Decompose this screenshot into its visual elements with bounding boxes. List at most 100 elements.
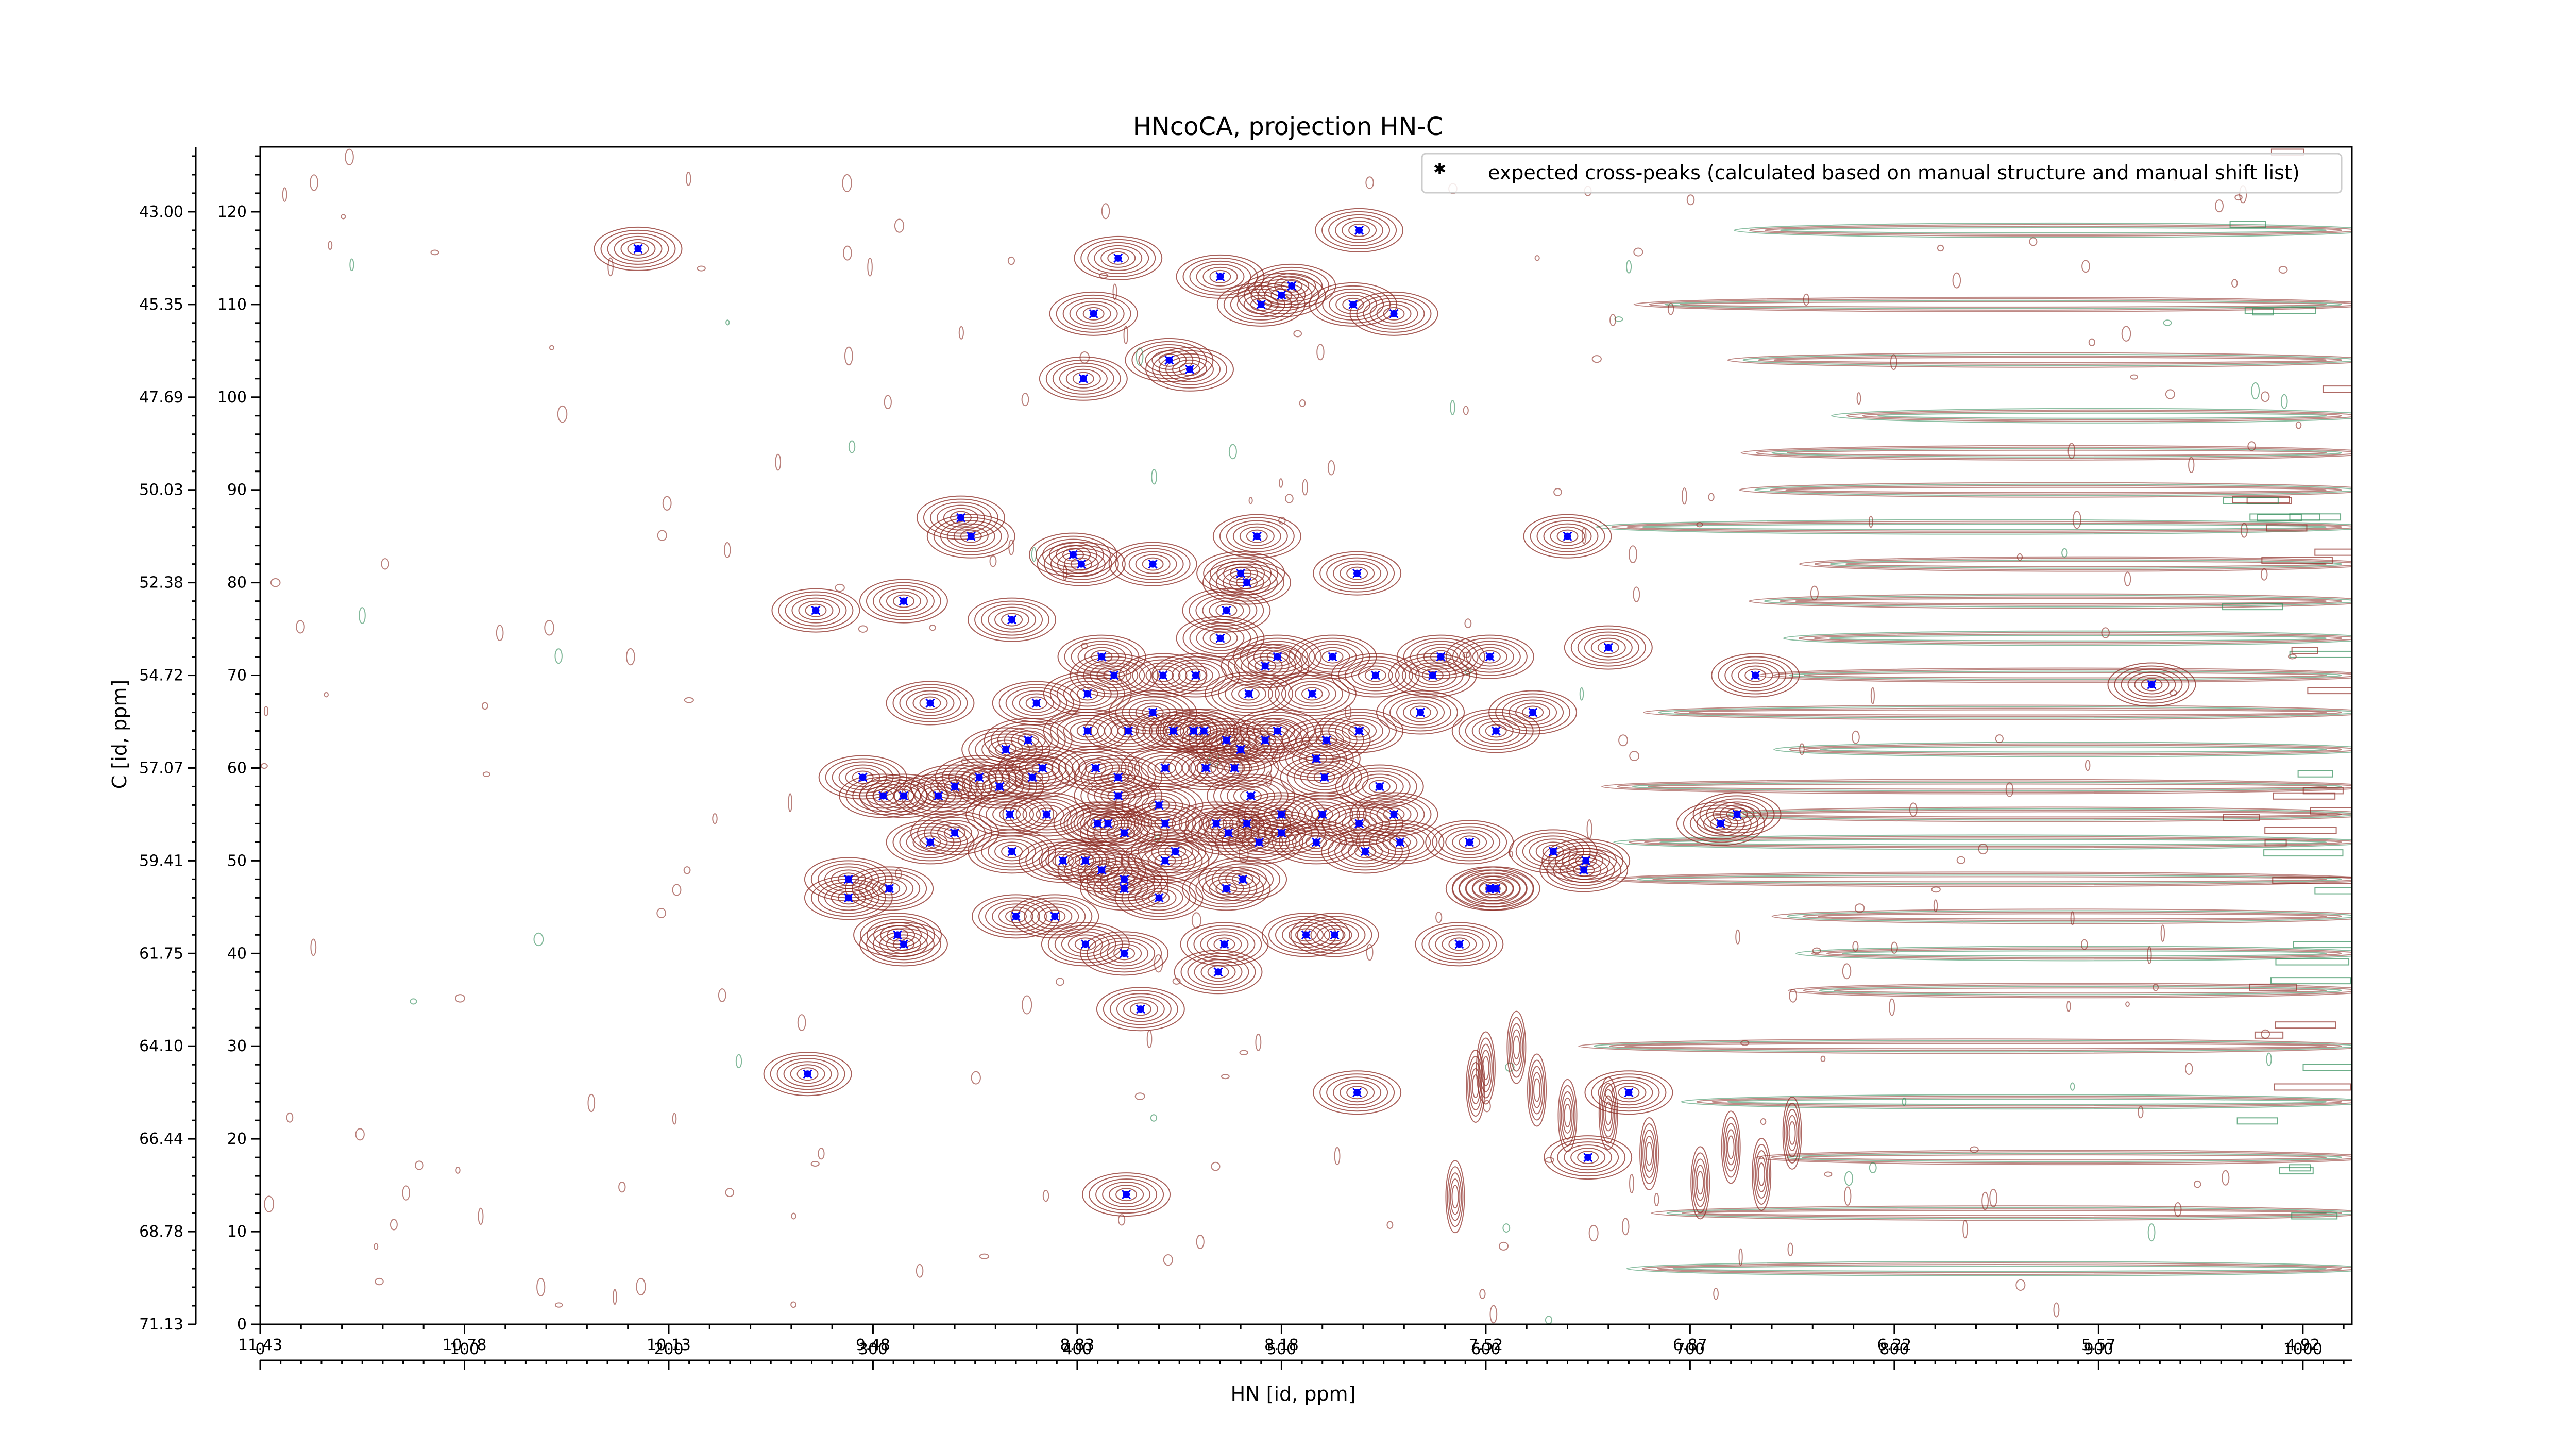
legend: ✱ expected cross-peaks (calculated based… [1421, 153, 2343, 194]
peak-contour [1289, 925, 1324, 945]
cross-peak [1201, 763, 1211, 773]
noise-speck [1760, 1118, 1767, 1125]
peak-contour [1039, 356, 1128, 401]
peak-contour [1147, 814, 1183, 834]
peak-contour [1118, 653, 1208, 698]
peak-contour [1043, 545, 1119, 583]
peak-contour [1116, 996, 1165, 1022]
peak-contour [1129, 1002, 1151, 1016]
peak-contour [1074, 937, 1096, 951]
chart-title: HNcoCA, projection HN-C [1133, 112, 1443, 141]
peak-contour [1219, 517, 1295, 555]
x-tick-label: 300 [858, 1340, 888, 1358]
cross-peak [1311, 754, 1321, 764]
peak-contour [991, 903, 1040, 930]
peak-contour [1070, 721, 1105, 741]
peak-contour [2141, 678, 2163, 692]
edge-contour [2257, 514, 2302, 521]
noise-speck [2084, 760, 2091, 771]
noise-speck [1334, 1147, 1341, 1166]
cross-peak [858, 772, 868, 782]
peak-contour [1388, 653, 1477, 698]
peak-contour [1584, 634, 1633, 661]
peak-contour [1010, 730, 1046, 750]
peak-contour [1321, 650, 1344, 664]
x-ppm-tick-label: 5.57 [2081, 1336, 2116, 1354]
noise-speck [533, 932, 544, 947]
noise-speck [1812, 947, 1821, 954]
noise-speck [788, 793, 792, 813]
peak-contour [1096, 665, 1132, 685]
noise-speck [482, 771, 490, 777]
peak-contour [866, 925, 941, 964]
peak-contour [1044, 909, 1066, 923]
peak-contour [837, 891, 859, 905]
noise-speck [1654, 1193, 1659, 1206]
noise-speck [697, 265, 706, 272]
peak-contour [1369, 300, 1418, 327]
noise-speck [1738, 1248, 1743, 1266]
noise-speck [2260, 568, 2268, 581]
peak-contour [1224, 761, 1246, 775]
peak-contour [1266, 724, 1289, 738]
peak-contour [1217, 758, 1252, 778]
peak-contour [1478, 721, 1514, 741]
peak-contour [785, 594, 847, 627]
peak-contour [1221, 823, 1297, 862]
peak-contour [1355, 820, 1445, 865]
noise-speck [1962, 1220, 1968, 1239]
noise-contour [1846, 409, 2352, 422]
peak-contour [999, 807, 1021, 821]
peak-contour [907, 780, 970, 812]
cross-peak [1352, 568, 1362, 578]
noise-speck [1591, 355, 1602, 363]
cross-peak [925, 837, 935, 847]
peak-contour [1415, 665, 1450, 685]
noise-contour [1786, 1153, 2343, 1162]
noise-contour [1641, 1262, 2352, 1275]
peak-contour [1556, 529, 1579, 543]
noise-speck [1891, 941, 1898, 954]
noise-speck [1952, 272, 1961, 289]
peak-contour [1543, 523, 1592, 549]
peak-contour [1342, 767, 1417, 806]
cross-peak [1256, 299, 1266, 309]
cross-peak [1089, 309, 1098, 318]
noise-speck [818, 1148, 825, 1160]
noise-speck [1502, 1223, 1511, 1233]
noise-speck [310, 938, 317, 956]
streak-contour [1466, 1049, 1486, 1123]
peak-contour [1584, 1070, 1673, 1115]
peak-contour [1005, 909, 1027, 923]
noise-speck [1327, 460, 1335, 476]
peak-contour [1184, 668, 1207, 682]
peak-contour [1024, 900, 1086, 933]
noise-contour [1626, 522, 2342, 532]
peak-contour [2114, 665, 2190, 704]
cross-peak [1436, 652, 1446, 662]
y-tick-label: 100 [217, 389, 247, 407]
peak-contour [1032, 845, 1094, 877]
noise-speck [296, 620, 305, 634]
peak-contour [1168, 749, 1244, 787]
cross-peak [1001, 745, 1011, 754]
peak-contour [1071, 641, 1133, 673]
peak-contour [1268, 916, 1344, 954]
noise-speck [1740, 1040, 1750, 1046]
peak-contour [1134, 792, 1183, 818]
noise-speck [478, 1207, 484, 1225]
peak-contour [1488, 690, 1578, 735]
streak-contour [1752, 1137, 1772, 1211]
peak-contour [1342, 220, 1377, 240]
noise-contour [1842, 950, 2327, 957]
noise-contour [1758, 355, 2342, 365]
cross-peak [1236, 745, 1246, 754]
peak-contour [1059, 365, 1108, 392]
streak-contour [1782, 1096, 1802, 1170]
edge-contour [2261, 557, 2333, 564]
x-tick-label: 200 [654, 1340, 683, 1358]
peak-contour [1344, 659, 1406, 692]
peak-contour [1052, 362, 1114, 395]
cross-peak [811, 605, 821, 615]
noise-contour [1621, 873, 2352, 886]
